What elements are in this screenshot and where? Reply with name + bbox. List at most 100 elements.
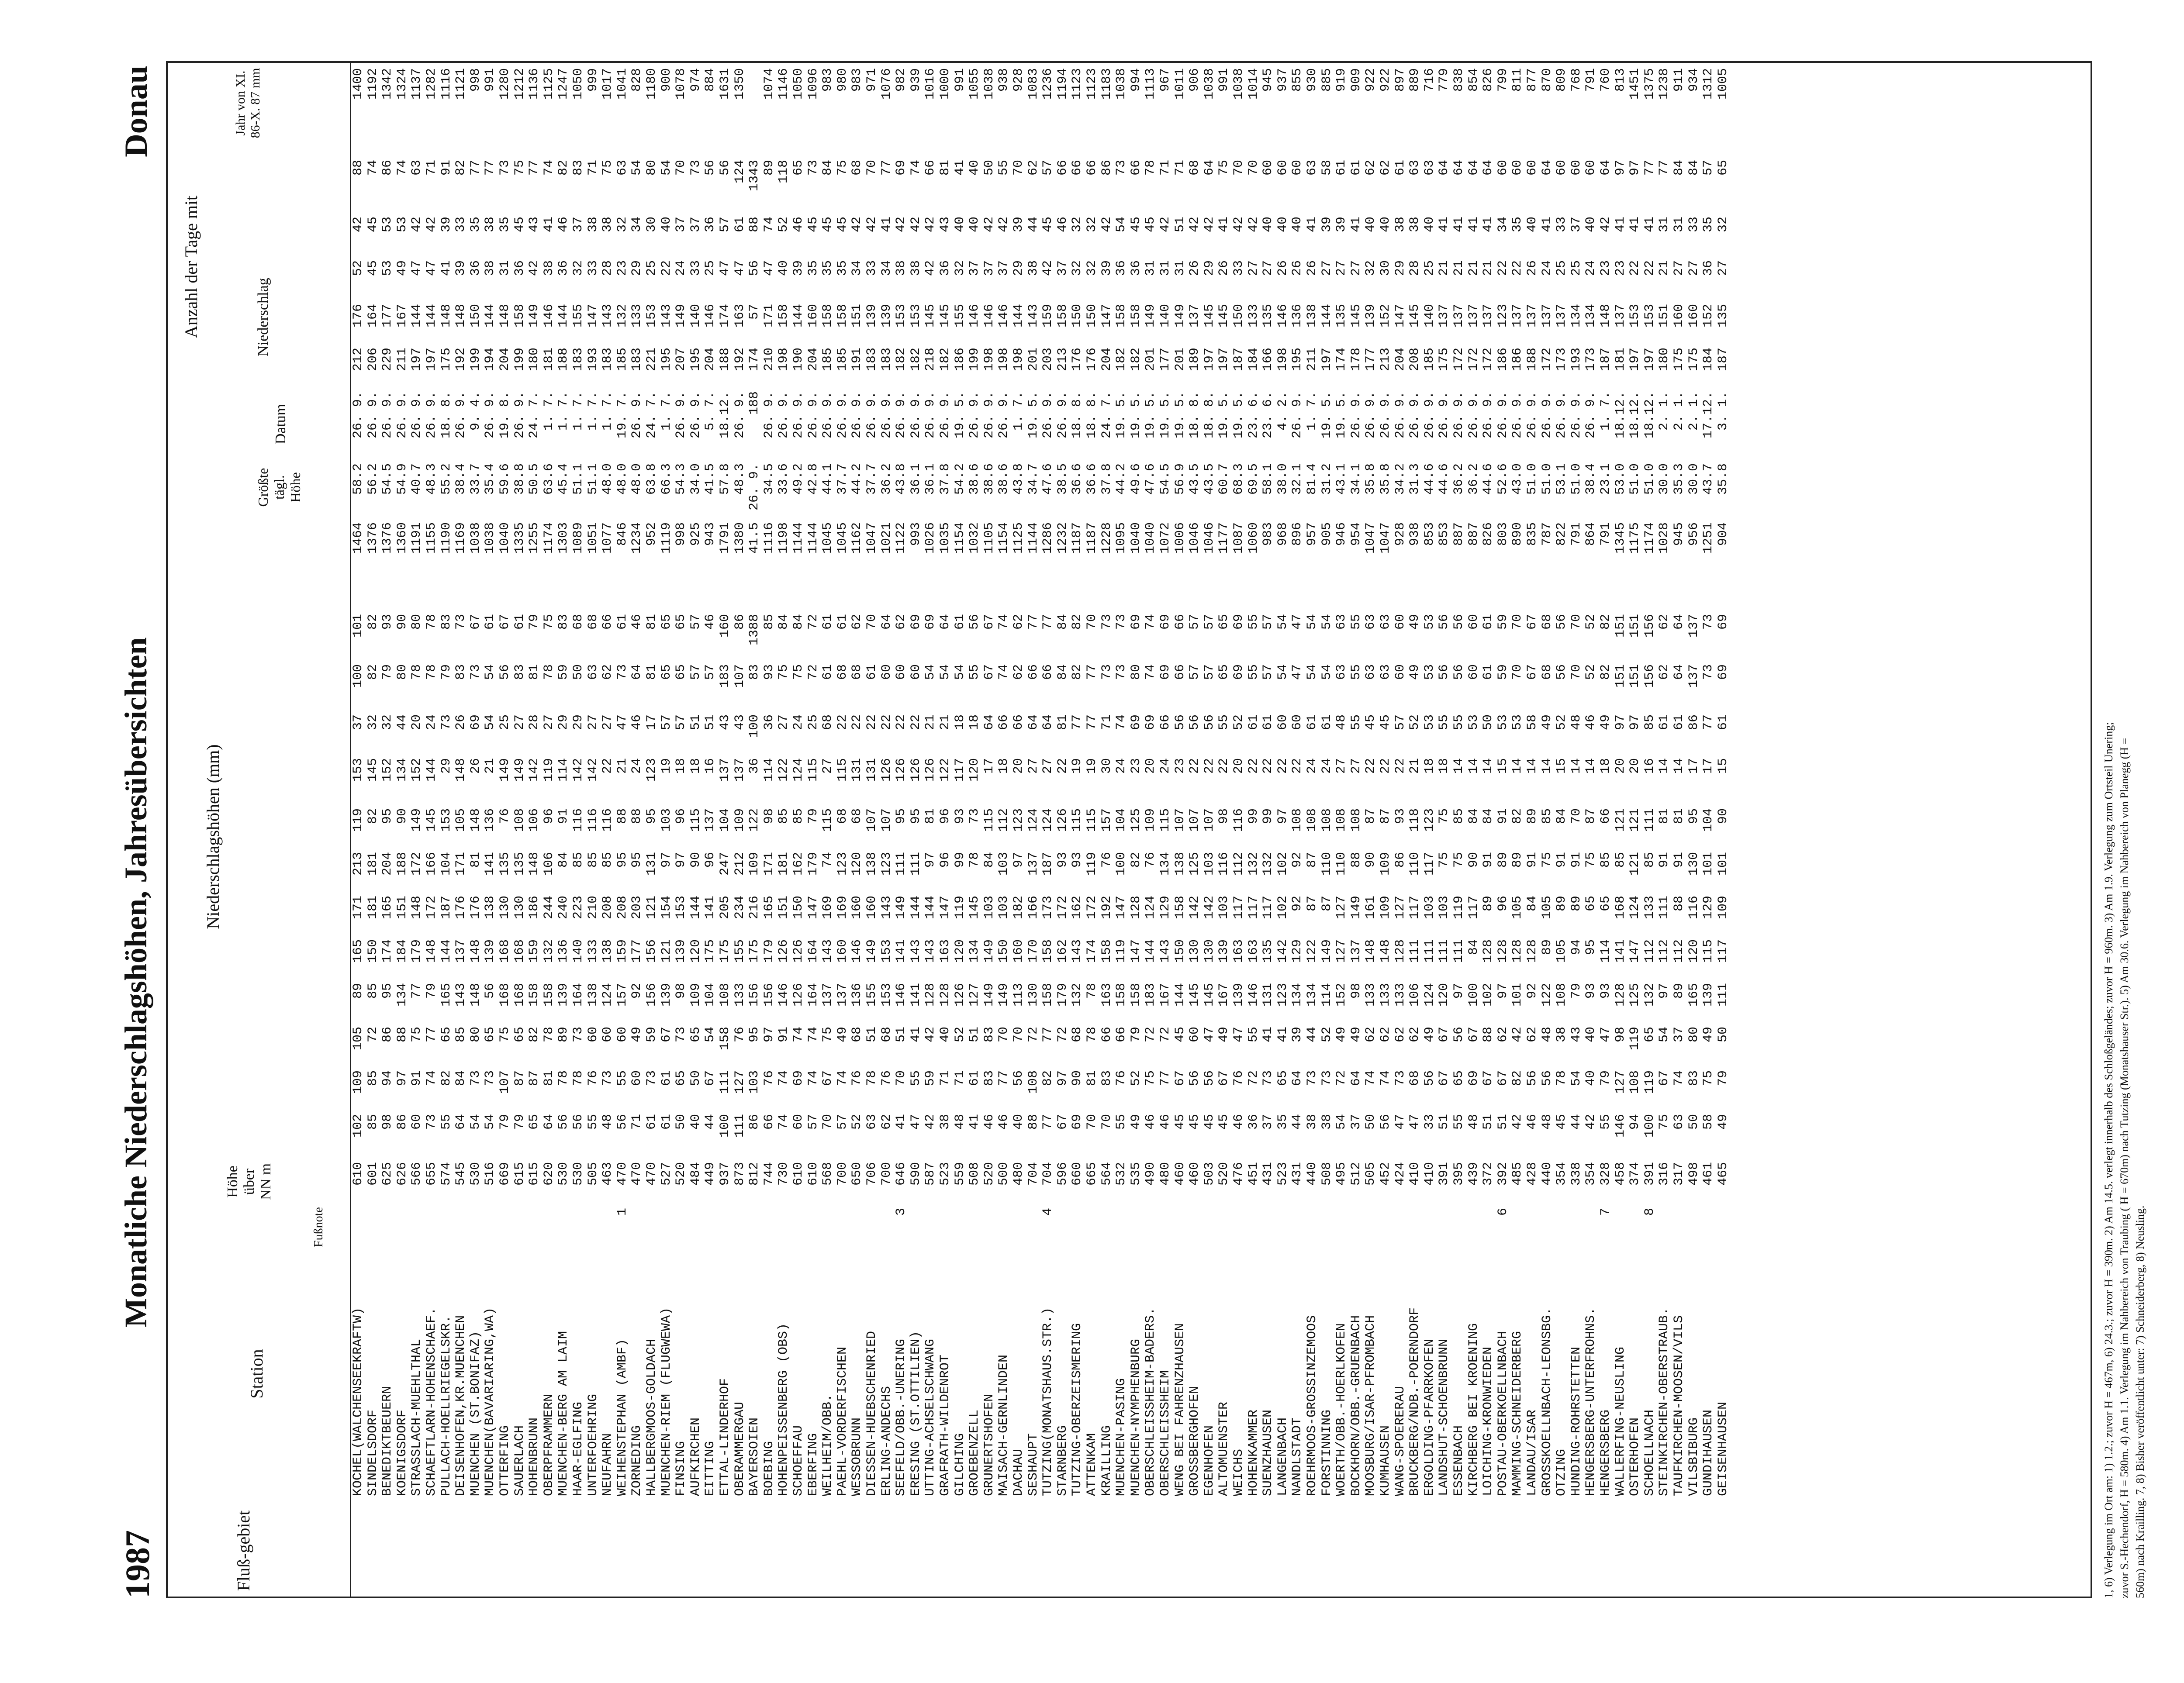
table-cell: 171 (761, 304, 777, 328)
table-cell: 148 (1598, 304, 1613, 328)
table-cell: 1376 (380, 522, 395, 554)
table-cell: 1045 (820, 522, 836, 554)
table-cell: 128 (1510, 939, 1525, 963)
table-cell: 69 (791, 1070, 806, 1086)
table-cell: 160 (1686, 304, 1701, 328)
table-cell: 188 (394, 852, 410, 876)
table-cell: 208 (600, 896, 615, 920)
table-cell: 60.7 (1216, 463, 1232, 495)
table-cell: 54.5 (380, 463, 395, 495)
table-cell: 37 (981, 260, 997, 276)
station-name: BOCKHORN/OBB.-GRUENBACH (1348, 1315, 1364, 1496)
table-cell: 81 (1085, 1070, 1099, 1086)
table-cell: 91 (1481, 852, 1496, 868)
table-cell: 71 (424, 160, 439, 176)
table-cell: 57 (1187, 664, 1203, 680)
table-cell: 64 (938, 614, 953, 630)
table-cell: 84 (1055, 664, 1070, 680)
table-cell: 66 (1128, 160, 1144, 176)
table-cell: 168 (498, 939, 512, 963)
table-cell: 20 (409, 714, 425, 731)
table-cell: 132 (541, 939, 556, 963)
table-cell: 136 (483, 808, 498, 832)
table-cell: 70 (1085, 1114, 1099, 1130)
table-cell: 78 (1085, 1027, 1099, 1043)
table-cell: 97 (1451, 983, 1466, 999)
table-row: UTTING-ACHSELSCHWANG 587 42 59 42 128 143 144 97… (923, 63, 938, 1597)
table-cell: 45 (1143, 217, 1158, 233)
table-cell: 25 (498, 714, 512, 731)
table-cell: 60 (1393, 664, 1408, 680)
table-row: KUMHAUSEN 452 56 74 62 133 148 109 109 87 22 45 63 63… (1378, 63, 1393, 1597)
table-cell: 78 (424, 664, 439, 680)
table-cell: 65 (1275, 1070, 1290, 1086)
table-cell: 1228 (1099, 522, 1114, 554)
table-cell: 173 (1583, 348, 1599, 372)
table-cell: 70 (1510, 614, 1525, 630)
table-cell: 73 (615, 664, 630, 680)
table-cell: 53.0 (1613, 463, 1628, 495)
table-cell: 93 (380, 614, 395, 630)
table-cell: 60 (908, 664, 923, 680)
table-cell: 42 (1583, 1114, 1599, 1130)
table-cell: 82 (365, 614, 380, 630)
table-cell: 1. 7. (571, 391, 586, 431)
table-cell: 174 (718, 304, 733, 328)
table-cell: 980 (835, 68, 850, 92)
station-name: GUNDIHAUSEN (1701, 1409, 1716, 1496)
table-cell: 97 (1055, 1070, 1070, 1086)
table-cell: 1. 7. (556, 391, 571, 431)
table-cell: 81 (644, 614, 659, 630)
table-cell: 54 (483, 714, 498, 731)
table-row: MUENCHEN-PASING 532 55 76 66 158 119 147 100 104 2… (1114, 63, 1129, 1597)
table-cell: 33 (688, 260, 703, 276)
table-cell: 87 (1583, 808, 1599, 824)
table-cell: 148 (453, 758, 469, 782)
table-cell: 354 (1554, 1162, 1569, 1186)
table-cell: 49 (1407, 614, 1423, 630)
table-cell: 615 (512, 1162, 527, 1186)
table-cell: 40 (1261, 217, 1276, 233)
table-cell: 121 (1628, 808, 1643, 832)
table-cell: 495 (1334, 1162, 1349, 1186)
table-cell: 1. 7. (585, 391, 601, 431)
table-cell: 42.8 (805, 463, 821, 495)
table-cell: 484 (688, 1162, 703, 1186)
table-cell: 55 (1451, 1114, 1466, 1130)
table-cell: 46 (981, 1114, 997, 1130)
table-cell: 887 (1466, 522, 1481, 546)
table-cell: 21 (1407, 758, 1423, 774)
table-cell: 153 (894, 304, 909, 328)
table-cell: 103 (981, 896, 997, 920)
table-cell: 40 (1583, 1027, 1599, 1043)
table-cell: 150 (996, 939, 1012, 963)
table-cell: 26. 9. (1510, 391, 1525, 439)
table-cell: 1175 (1628, 522, 1643, 554)
table-cell: 148 (1378, 939, 1393, 963)
table-cell: 119 (952, 896, 968, 920)
table-cell: 61 (1715, 714, 1731, 731)
table-cell: 37.8 (938, 463, 953, 495)
table-cell: 46 (996, 1114, 1012, 1130)
table-cell: 79 (498, 1114, 512, 1130)
table-cell: 799 (1495, 68, 1510, 92)
table-cell: 1026 (923, 522, 938, 554)
table-cell: 172 (1451, 348, 1466, 372)
table-cell: 828 (629, 68, 645, 92)
table-cell: 56 (1539, 1070, 1555, 1086)
station-name: FINSING (674, 1441, 689, 1496)
table-cell: 102 (1481, 983, 1496, 1007)
table-cell: 122 (938, 758, 953, 782)
table-cell: 191 (850, 348, 865, 372)
table-cell: 151 (1628, 664, 1643, 688)
table-cell: 108 (1348, 808, 1364, 832)
table-cell: 176 (453, 896, 469, 920)
table-cell: 124 (1040, 808, 1056, 832)
table-cell: 162 (1055, 939, 1070, 963)
station-name: HOHENKAMMER (1246, 1409, 1261, 1496)
table-cell: 1047 (1378, 522, 1393, 554)
table-cell: 149 (1143, 304, 1158, 328)
table-cell: 31 (1672, 217, 1686, 233)
table-cell: 69 (1143, 714, 1158, 731)
table-cell: 57 (1202, 614, 1217, 630)
